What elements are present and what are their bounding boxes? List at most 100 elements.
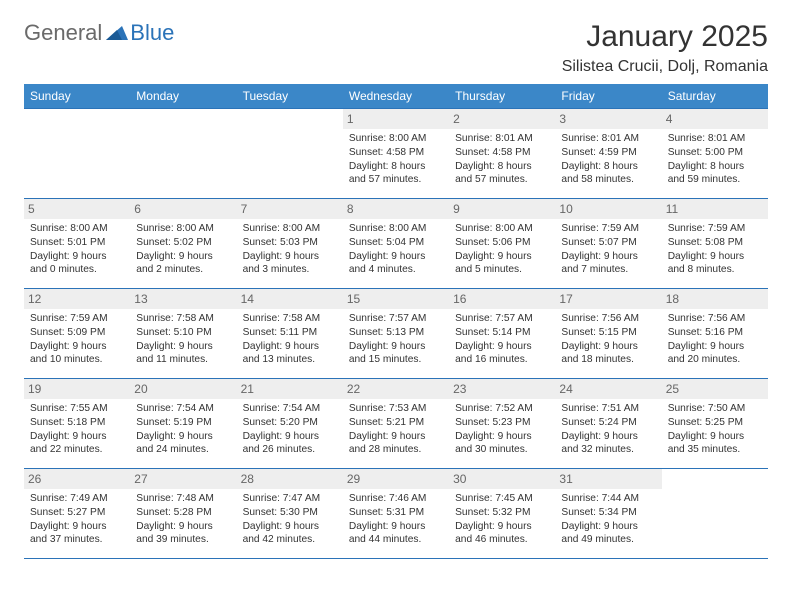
day-info-line: Sunrise: 7:45 AM [455, 492, 549, 506]
day-info-line: Sunset: 5:03 PM [243, 236, 337, 250]
day-info-line: Daylight: 8 hours [561, 160, 655, 174]
calendar-day-cell: 10Sunrise: 7:59 AMSunset: 5:07 PMDayligh… [555, 199, 661, 289]
day-info-line: Daylight: 9 hours [136, 520, 230, 534]
day-number: 15 [343, 289, 449, 309]
day-info-line: Sunset: 5:34 PM [561, 506, 655, 520]
calendar-body: ...1Sunrise: 8:00 AMSunset: 4:58 PMDayli… [24, 109, 768, 559]
calendar-day-cell: . [130, 109, 236, 199]
day-info-line: Sunrise: 8:00 AM [136, 222, 230, 236]
day-info-line: Daylight: 9 hours [30, 430, 124, 444]
calendar-day-cell: 11Sunrise: 7:59 AMSunset: 5:08 PMDayligh… [662, 199, 768, 289]
day-number: 30 [449, 469, 555, 489]
calendar-day-cell: 12Sunrise: 7:59 AMSunset: 5:09 PMDayligh… [24, 289, 130, 379]
calendar-day-cell: 15Sunrise: 7:57 AMSunset: 5:13 PMDayligh… [343, 289, 449, 379]
day-number: 13 [130, 289, 236, 309]
day-info-line: Sunset: 4:58 PM [455, 146, 549, 160]
header: General Blue January 2025 Silistea Cruci… [24, 20, 768, 76]
day-number: 17 [555, 289, 661, 309]
day-info-line: Sunset: 5:19 PM [136, 416, 230, 430]
day-info-line: Daylight: 9 hours [561, 430, 655, 444]
day-info-line: and 5 minutes. [455, 263, 549, 277]
day-info-line: and 49 minutes. [561, 533, 655, 547]
day-info-line: Daylight: 8 hours [349, 160, 443, 174]
day-info-line: Sunset: 5:09 PM [30, 326, 124, 340]
day-info-line: Sunrise: 7:55 AM [30, 402, 124, 416]
calendar-day-cell: 2Sunrise: 8:01 AMSunset: 4:58 PMDaylight… [449, 109, 555, 199]
calendar-day-cell: 31 Sunrise: 7:44 AMSunset: 5:34 PMDayligh… [555, 469, 661, 559]
day-number: 2 [449, 109, 555, 129]
day-info-line: Sunset: 5:08 PM [668, 236, 762, 250]
day-info-line: Daylight: 9 hours [243, 340, 337, 354]
day-info-line: Sunrise: 7:54 AM [136, 402, 230, 416]
day-info-line: and 32 minutes. [561, 443, 655, 457]
calendar-day-cell: 20Sunrise: 7:54 AMSunset: 5:19 PMDayligh… [130, 379, 236, 469]
day-info-line: and 20 minutes. [668, 353, 762, 367]
weekday-header: Wednesday [343, 84, 449, 109]
day-info-line: Daylight: 9 hours [668, 340, 762, 354]
day-info-line: Sunset: 5:02 PM [136, 236, 230, 250]
day-info-line: and 11 minutes. [136, 353, 230, 367]
day-info-line: and 58 minutes. [561, 173, 655, 187]
day-info-line: and 28 minutes. [349, 443, 443, 457]
day-info-line: Daylight: 9 hours [455, 520, 549, 534]
day-info-line: Sunset: 5:00 PM [668, 146, 762, 160]
day-info-line: and 24 minutes. [136, 443, 230, 457]
day-info-line: Sunset: 5:13 PM [349, 326, 443, 340]
day-number: 21 [237, 379, 343, 399]
calendar-day-cell: 22Sunrise: 7:53 AMSunset: 5:21 PMDayligh… [343, 379, 449, 469]
day-info-line: Daylight: 9 hours [30, 340, 124, 354]
day-info-line: and 4 minutes. [349, 263, 443, 277]
day-info-line: Sunrise: 7:48 AM [136, 492, 230, 506]
day-info-line: Sunrise: 7:47 AM [243, 492, 337, 506]
day-info-line: Daylight: 9 hours [243, 520, 337, 534]
day-number: 31 [555, 469, 661, 489]
calendar-week-row: 26Sunrise: 7:49 AMSunset: 5:27 PMDayligh… [24, 469, 768, 559]
title-block: January 2025 Silistea Crucii, Dolj, Roma… [562, 20, 768, 76]
day-info-line: Sunset: 5:14 PM [455, 326, 549, 340]
day-info-line: and 8 minutes. [668, 263, 762, 277]
day-info-line: Sunset: 5:23 PM [455, 416, 549, 430]
calendar-day-cell: 29Sunrise: 7:46 AMSunset: 5:31 PMDayligh… [343, 469, 449, 559]
day-info-line: Sunrise: 7:46 AM [349, 492, 443, 506]
day-info-line: Sunset: 4:58 PM [349, 146, 443, 160]
calendar-week-row: 12Sunrise: 7:59 AMSunset: 5:09 PMDayligh… [24, 289, 768, 379]
day-info-line: Sunrise: 8:00 AM [243, 222, 337, 236]
day-info-line: and 2 minutes. [136, 263, 230, 277]
calendar-day-cell: 3Sunrise: 8:01 AMSunset: 4:59 PMDaylight… [555, 109, 661, 199]
day-info-line: Daylight: 9 hours [30, 520, 124, 534]
day-info-line: Daylight: 9 hours [243, 430, 337, 444]
day-info-line: Daylight: 9 hours [136, 430, 230, 444]
day-info-line: and 7 minutes. [561, 263, 655, 277]
day-info-line: Daylight: 9 hours [349, 520, 443, 534]
day-number: 10 [555, 199, 661, 219]
day-info-line: Sunset: 5:27 PM [30, 506, 124, 520]
day-info-line: Sunrise: 7:56 AM [561, 312, 655, 326]
day-info-line: Sunrise: 7:59 AM [668, 222, 762, 236]
calendar-day-cell: 16Sunrise: 7:57 AMSunset: 5:14 PMDayligh… [449, 289, 555, 379]
calendar-day-cell: 27 Sunrise: 7:48 AMSunset: 5:28 PMDayligh… [130, 469, 236, 559]
day-info-line: and 57 minutes. [349, 173, 443, 187]
day-info-line: Daylight: 9 hours [349, 430, 443, 444]
day-number: 27 [130, 469, 236, 489]
day-info-line: Daylight: 9 hours [30, 250, 124, 264]
day-info-line: Sunrise: 7:44 AM [561, 492, 655, 506]
day-info-line: Daylight: 9 hours [561, 340, 655, 354]
calendar-day-cell: 8Sunrise: 8:00 AMSunset: 5:04 PMDaylight… [343, 199, 449, 289]
weekday-header: Saturday [662, 84, 768, 109]
day-info-line: Sunrise: 8:00 AM [455, 222, 549, 236]
day-info-line: Sunset: 5:31 PM [349, 506, 443, 520]
day-info-line: Sunset: 5:11 PM [243, 326, 337, 340]
day-info-line: Sunrise: 8:00 AM [349, 222, 443, 236]
day-number: 19 [24, 379, 130, 399]
day-number: 6 [130, 199, 236, 219]
day-info-line: Sunrise: 8:00 AM [349, 132, 443, 146]
day-info-line: and 44 minutes. [349, 533, 443, 547]
logo-text-general: General [24, 20, 102, 46]
calendar-day-cell: 24Sunrise: 7:51 AMSunset: 5:24 PMDayligh… [555, 379, 661, 469]
day-info-line: Sunrise: 7:50 AM [668, 402, 762, 416]
day-info-line: Daylight: 9 hours [561, 520, 655, 534]
day-number: 4 [662, 109, 768, 129]
calendar-day-cell: 25Sunrise: 7:50 AMSunset: 5:25 PMDayligh… [662, 379, 768, 469]
day-info-line: Sunset: 5:28 PM [136, 506, 230, 520]
day-number: 26 [24, 469, 130, 489]
